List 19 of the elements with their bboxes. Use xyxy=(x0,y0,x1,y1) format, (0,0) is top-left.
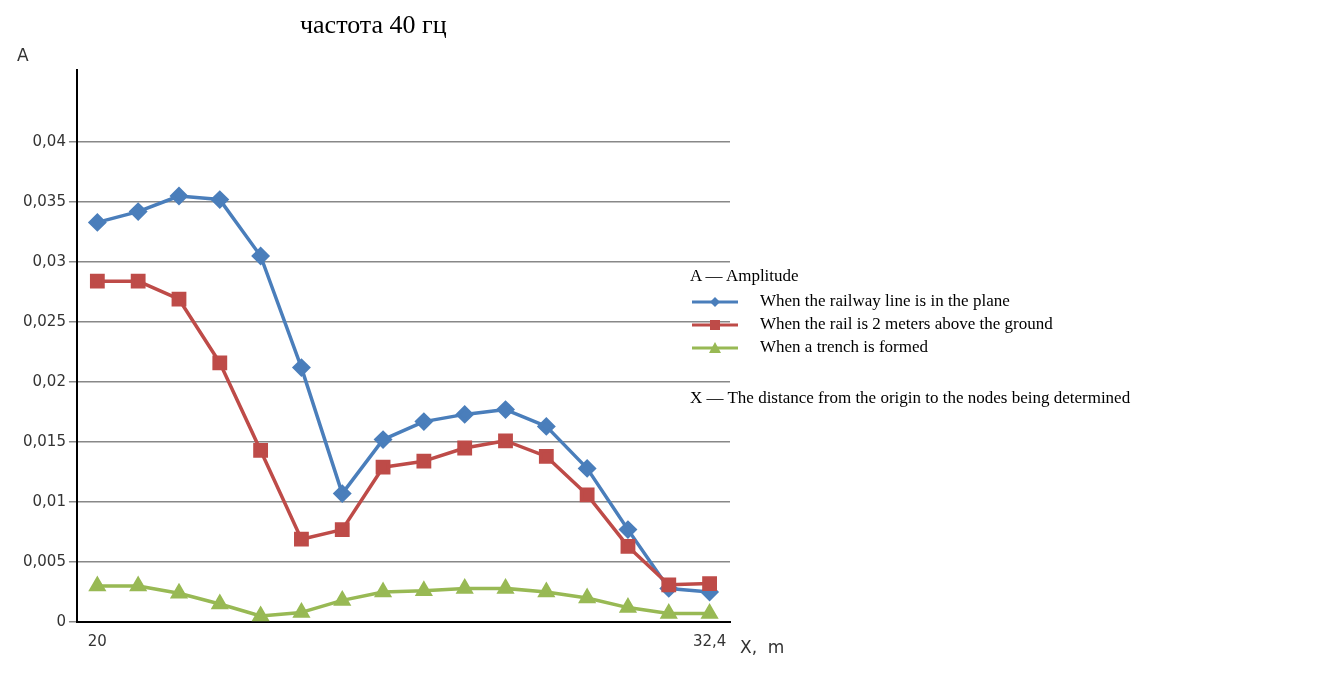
y-tick-label: 0,035 xyxy=(22,191,66,210)
chart-title: частота 40 гц xyxy=(300,10,447,40)
y-tick-label: 0,04 xyxy=(32,131,66,150)
y-tick-label: 0,03 xyxy=(32,251,66,270)
y-axis-title: A xyxy=(16,44,29,65)
annotation: X — The distance from the origin to the nodes being determined xyxy=(690,387,1132,408)
y-tick-label: 0,02 xyxy=(32,371,66,390)
legend-label: When a trench is formed xyxy=(760,336,929,357)
y-tick-label: 0,015 xyxy=(22,431,66,450)
legend-label: When the railway line is in the plane xyxy=(760,290,1010,311)
x-tick-label: 32,4 xyxy=(692,631,727,650)
annotation: A — Amplitude xyxy=(690,265,800,286)
y-tick-label: 0,025 xyxy=(22,311,66,330)
legend-label: When the rail is 2 meters above the ground xyxy=(760,313,1053,334)
x-axis-title: X, m xyxy=(740,636,785,657)
y-tick-label: 0 xyxy=(56,611,66,630)
x-tick-label: 20 xyxy=(87,631,107,650)
y-tick-label: 0,01 xyxy=(32,491,66,510)
y-tick-label: 0,005 xyxy=(22,551,66,570)
